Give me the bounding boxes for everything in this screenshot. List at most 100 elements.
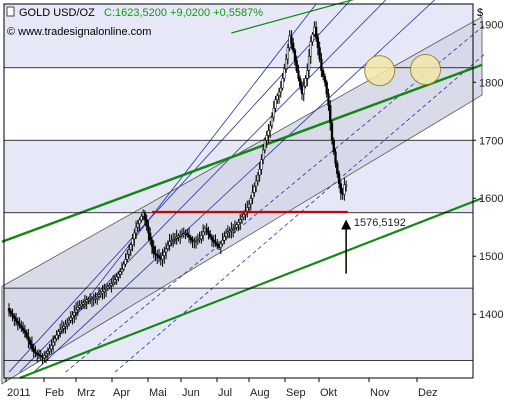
candle-body [256,174,260,182]
candle-body [150,239,154,247]
x-tick-label: Jun [182,387,200,399]
candle-body [316,37,320,48]
candle-body [216,243,219,246]
candle-body [50,345,53,350]
candle-body [329,105,332,124]
candle-body [269,125,272,131]
candle-body [106,286,109,289]
candle-body [43,355,46,358]
candle-body [44,353,48,356]
y-tick-label: 1600 [479,193,503,205]
x-tick-label: 2011 [7,387,31,399]
checkbox-icon[interactable] [6,6,15,17]
candle-body [249,197,252,205]
candle-body [53,338,57,343]
candle-body [304,78,307,87]
candle-body [7,308,11,312]
candle-body [295,60,298,71]
candle-body [223,236,226,241]
x-tick-label: Nov [370,387,390,399]
candle-body [209,233,212,238]
candle-body [226,231,230,234]
candle-body [320,58,323,71]
candle-body [161,255,164,260]
candle-body [66,322,69,325]
green-trendline [231,0,355,34]
candle-body [39,355,42,357]
x-tick-label: Sep [286,387,306,399]
candle-body [164,248,168,253]
highlight-circles [364,54,442,87]
green-trendline [1,63,483,243]
candle-body [73,312,76,316]
x-axis-labels: 2011 Feb Mrz Apr Mai Jun Jul Aug Sep Okt Nov Dez [5,378,438,399]
candle-body [13,315,16,319]
candle-body [23,330,27,334]
candle-body [145,219,148,227]
x-tick-label: Aug [250,387,270,399]
candle-body [284,58,288,69]
candle-body [290,35,293,44]
candle-body [163,251,166,256]
candle-body [277,91,281,97]
x-tick-label: Dez [418,387,438,399]
candle-body [110,283,113,286]
highlight-circle [410,54,442,86]
candle-body [117,274,120,278]
candle-body [265,135,268,141]
quote-text: C:1623,5200 +9,0200 +0,5587% [104,7,263,19]
candle-body [173,238,177,240]
candle-body [81,302,85,305]
candle-body [189,237,192,240]
x-tick-label: Okt [320,387,337,399]
candle-body [214,241,217,245]
candle-body [175,236,178,239]
candle-body [237,221,240,225]
candle-body [339,183,342,194]
y-tick-label: 1900 [479,19,503,31]
candle-body [14,318,18,322]
y-axis-labels: 1400 1500 1600 1700 1800 1900 [473,19,503,321]
candle-body [334,151,337,164]
candle-body [96,296,99,299]
candle-body [202,231,205,236]
instrument-title: GOLD USD/OZ [19,7,95,19]
y-tick-label: 1400 [479,309,503,321]
candle-body [113,279,117,283]
candle-body [111,282,115,285]
candle-body [55,334,58,339]
x-tick-label: Feb [45,387,64,399]
candle-body [207,231,210,235]
candle-body [292,42,295,51]
candle-body [293,50,297,61]
y-tick-label: 1800 [479,77,503,89]
candle-body [205,228,208,232]
candle-body [143,212,147,220]
candle-body [210,236,214,241]
candle-body [74,309,78,313]
candle-body [281,78,284,89]
candle-body [71,314,74,318]
candle-body [258,169,261,176]
candle-body [318,47,321,60]
candle-body [276,95,279,100]
plot-area: 1576,5192 [1,0,486,385]
price-band [4,4,473,68]
candle-body [311,34,314,42]
candle-body [279,87,282,93]
candle-body [37,353,41,356]
candle-body [198,238,201,241]
candle-body [262,149,265,160]
candle-body [122,263,125,270]
candle-body [101,291,104,294]
candle-body [272,108,275,118]
candle-body [126,254,129,260]
candle-body [187,234,191,238]
candle-body [64,324,67,327]
candle-body [60,327,64,331]
candle-body [134,226,138,234]
candle-body [314,26,318,38]
candle-body [224,232,228,237]
candle-body [240,216,244,220]
